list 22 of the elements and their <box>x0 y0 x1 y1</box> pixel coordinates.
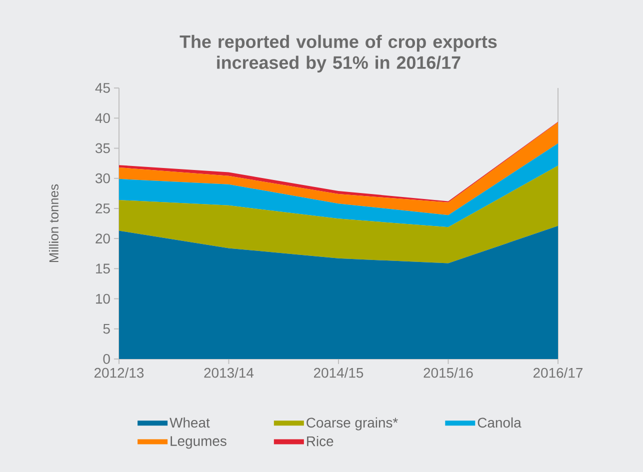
x-tick-label: 2015/16 <box>424 368 473 378</box>
legend-label: Coarse grains* <box>306 417 398 430</box>
y-tick-label: 20 <box>96 234 110 244</box>
y-tick-label: 30 <box>95 173 110 184</box>
y-tick-label: 15 <box>96 264 110 274</box>
x-tick-label: 2013/14 <box>204 368 254 378</box>
legend-label: Canola <box>478 417 522 428</box>
x-tick-label: 2012/13 <box>94 368 144 378</box>
legend-label: Rice <box>307 436 334 446</box>
y-tick-label: 40 <box>95 113 110 124</box>
legend-label: Wheat <box>170 417 210 428</box>
x-tick-label: 2016/17 <box>533 368 583 378</box>
y-tick-label: 25 <box>96 203 110 214</box>
y-tick-label: 45 <box>95 83 110 93</box>
x-tick-label: 2014/15 <box>314 368 364 378</box>
chart-title: The reported volume of crop exports increased by 51% in 2016/17 <box>180 34 497 72</box>
y-tick-label: 5 <box>103 324 110 334</box>
legend-label: Legumes <box>170 436 226 449</box>
y-tick-label: 10 <box>96 294 110 304</box>
y-axis-title: Million tonnes <box>48 184 58 262</box>
y-tick-label: 35 <box>95 143 110 154</box>
y-tick-label: 0 <box>103 354 110 364</box>
